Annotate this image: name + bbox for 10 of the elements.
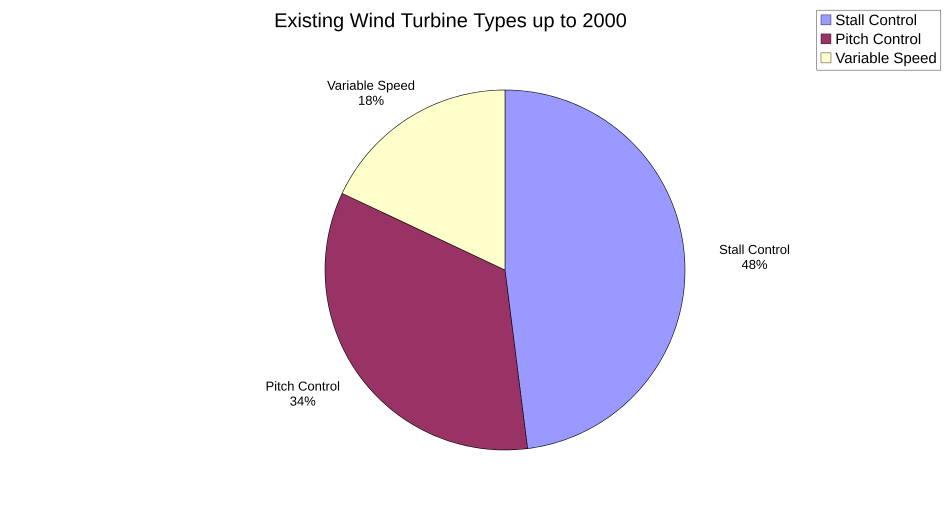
legend-label: Variable Speed [835,52,936,66]
chart-title: Existing Wind Turbine Types up to 2000 [276,12,626,32]
slice-label: Pitch Control [266,381,340,391]
data-label: 18% [359,96,384,105]
legend-label: Pitch Control [836,33,920,44]
legend-label: Stall Control [836,14,916,26]
slice-label: Variable Speed [327,80,414,93]
data-label: 48% [742,260,768,270]
data-label: 34% [290,396,316,406]
slice-label: Stall Control [720,244,790,254]
